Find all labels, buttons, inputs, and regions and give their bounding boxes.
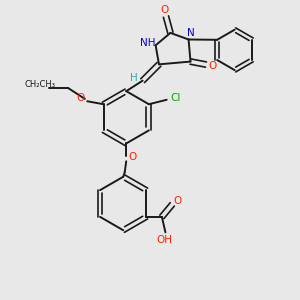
Text: O: O — [208, 61, 217, 71]
Text: CH₂CH₃: CH₂CH₃ — [24, 80, 55, 89]
Text: O: O — [173, 196, 182, 206]
Text: Cl: Cl — [170, 93, 181, 103]
Text: O: O — [160, 5, 169, 15]
Text: OH: OH — [157, 235, 173, 245]
Text: O: O — [129, 152, 137, 161]
Text: N: N — [187, 28, 195, 38]
Text: O: O — [76, 93, 85, 103]
Text: H: H — [130, 73, 138, 83]
Text: NH: NH — [140, 38, 155, 48]
